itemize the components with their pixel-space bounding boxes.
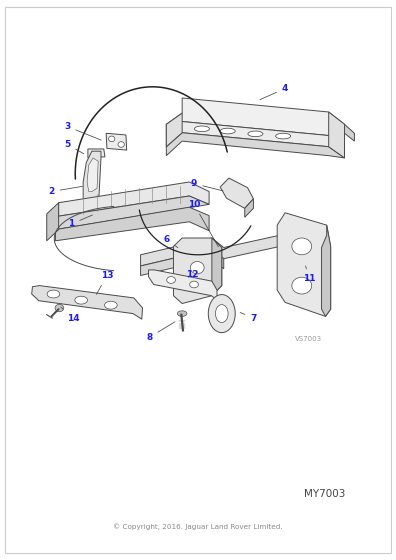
Ellipse shape [47,290,60,298]
Polygon shape [141,234,285,266]
Polygon shape [141,249,224,276]
Ellipse shape [190,281,198,288]
Text: 14: 14 [61,307,80,323]
Text: MY7003: MY7003 [304,489,345,499]
Polygon shape [55,207,209,241]
Text: 13: 13 [96,271,113,295]
Polygon shape [166,122,345,158]
Ellipse shape [292,238,312,255]
Polygon shape [173,238,222,304]
Ellipse shape [276,133,291,139]
Polygon shape [345,124,354,141]
Polygon shape [220,178,253,208]
Text: 4: 4 [260,84,288,100]
Polygon shape [59,182,209,216]
Text: 8: 8 [147,322,175,342]
Ellipse shape [190,262,204,274]
Polygon shape [212,238,222,296]
Polygon shape [87,158,98,192]
Polygon shape [83,151,101,202]
Text: 10: 10 [188,200,219,247]
Ellipse shape [55,305,64,311]
Text: 1: 1 [68,215,93,228]
Circle shape [208,295,235,333]
Polygon shape [148,270,217,300]
Ellipse shape [75,296,88,304]
Ellipse shape [105,301,117,309]
Text: 6: 6 [163,235,178,248]
Polygon shape [329,112,345,158]
Text: 11: 11 [303,266,315,283]
Text: 7: 7 [240,312,257,323]
Ellipse shape [167,277,175,283]
Text: 12: 12 [186,270,198,279]
Text: VS7003: VS7003 [295,336,322,342]
Polygon shape [322,225,331,316]
Text: 3: 3 [64,122,101,140]
Polygon shape [245,199,253,217]
Ellipse shape [194,126,209,132]
Circle shape [215,305,228,323]
Polygon shape [32,286,143,319]
Ellipse shape [292,277,312,294]
Polygon shape [106,133,127,150]
Text: 5: 5 [64,140,84,154]
Polygon shape [166,133,345,158]
Ellipse shape [248,131,263,137]
Text: © Copyright, 2016. Jaguar Land Rover Limited.: © Copyright, 2016. Jaguar Land Rover Lim… [113,523,283,530]
Polygon shape [166,98,345,136]
Ellipse shape [109,136,115,142]
Ellipse shape [220,128,235,134]
Ellipse shape [118,142,124,147]
Polygon shape [55,196,209,230]
Ellipse shape [177,311,187,316]
Polygon shape [47,203,59,241]
Polygon shape [166,113,182,147]
Text: 2: 2 [48,186,82,196]
Polygon shape [88,149,105,158]
Text: 9: 9 [191,179,223,191]
Polygon shape [277,213,331,316]
